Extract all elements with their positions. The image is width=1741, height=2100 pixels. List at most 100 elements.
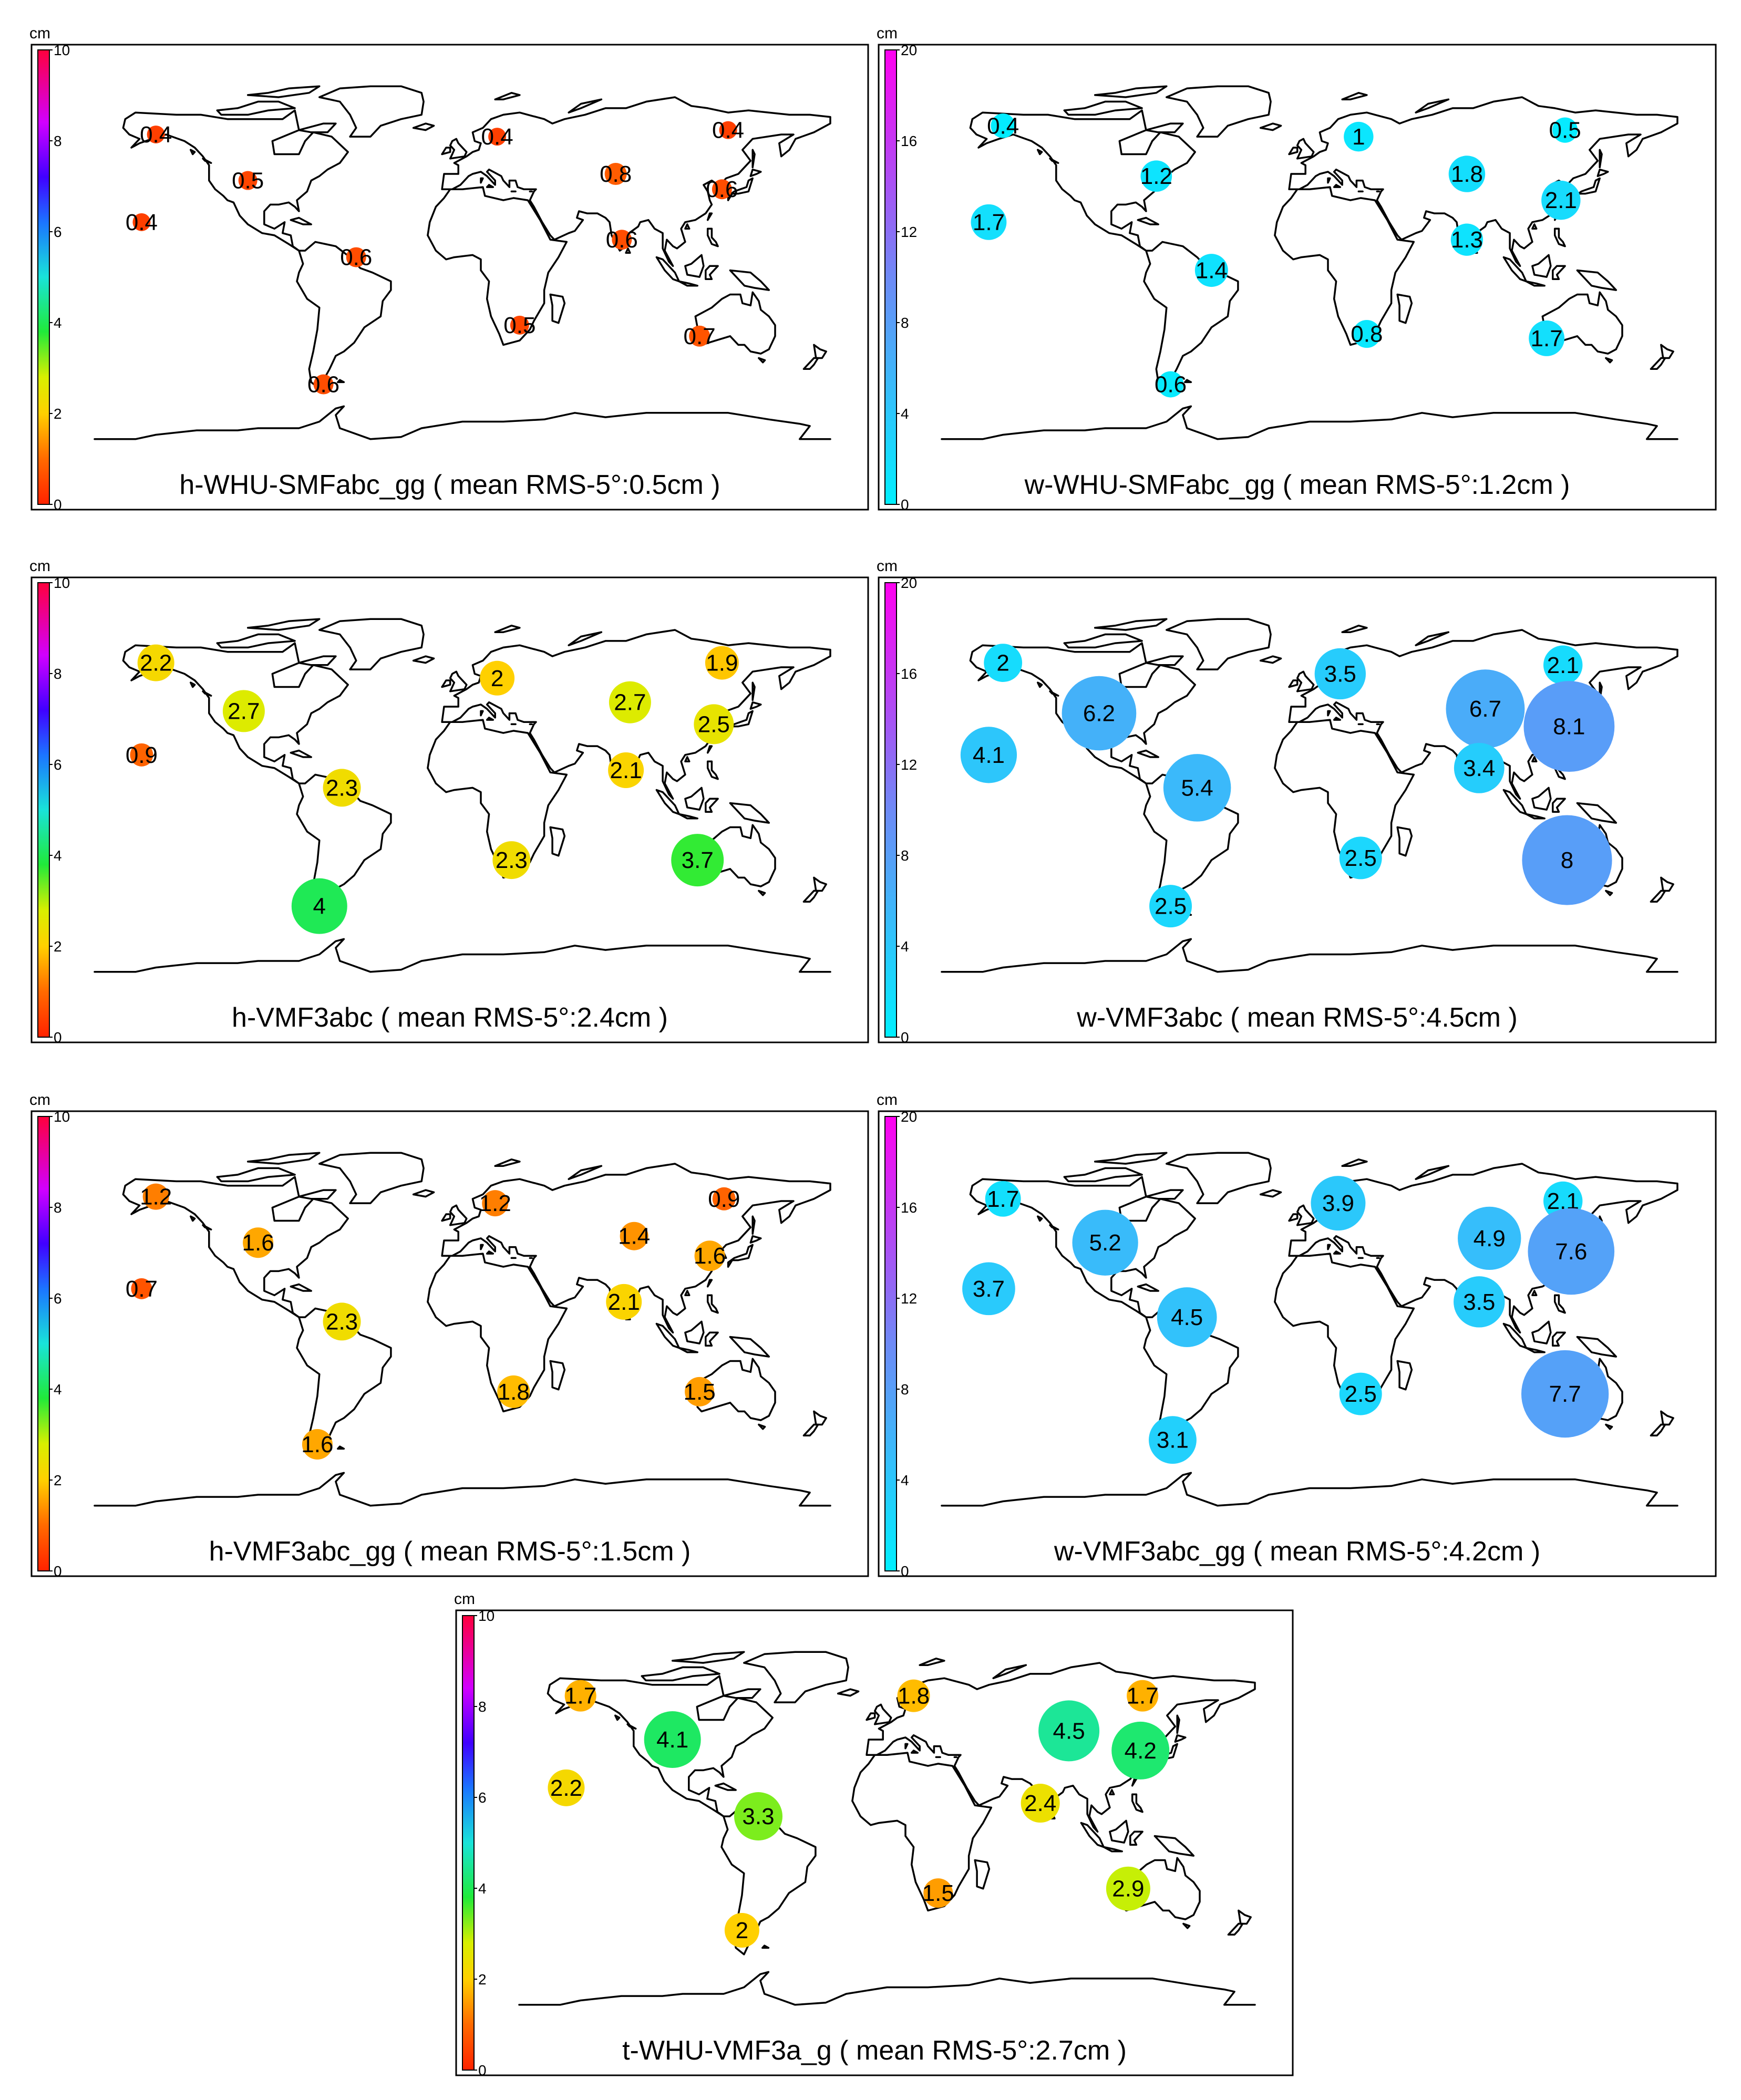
colorbar — [884, 49, 897, 505]
station-value-label: 2.1 — [1547, 653, 1579, 678]
coastline — [1288, 1213, 1299, 1222]
colorbar-unit-label: cm — [454, 1590, 475, 1608]
station-marker — [1522, 815, 1612, 905]
coastline — [298, 655, 337, 666]
coastline — [866, 1712, 876, 1721]
coastline — [1166, 618, 1272, 670]
station-marker — [243, 1227, 274, 1258]
coastline — [427, 1253, 568, 1413]
station-value-label: 0.4 — [126, 210, 158, 235]
station-marker — [497, 1375, 530, 1408]
station-marker — [1448, 156, 1486, 192]
station-marker — [132, 213, 151, 231]
coastline — [494, 91, 521, 100]
coastline — [1037, 149, 1043, 156]
coastline — [992, 1664, 1027, 1679]
station-value-label: 5.4 — [1181, 775, 1213, 801]
station-marker — [689, 325, 710, 347]
colorbar-tick-label: 4 — [478, 1880, 487, 1897]
station-marker — [694, 1240, 725, 1271]
coastline — [802, 1423, 819, 1437]
coastline — [298, 1189, 337, 1200]
coastline — [549, 1360, 566, 1391]
coastline — [568, 631, 603, 646]
coastline — [1531, 254, 1552, 278]
coastline — [1525, 280, 1546, 287]
station-marker — [142, 1183, 169, 1210]
station-marker — [137, 644, 174, 681]
station-marker — [291, 878, 347, 934]
coastline — [486, 184, 495, 188]
coastline — [1109, 1819, 1129, 1844]
colorbar-tick-label: 16 — [901, 1199, 917, 1216]
coastline — [1596, 168, 1609, 177]
station-marker — [1149, 1416, 1197, 1464]
station-marker — [1157, 1287, 1217, 1347]
coastline — [449, 1204, 468, 1226]
coastline — [1145, 655, 1184, 666]
coastline-map — [94, 1152, 831, 1507]
coastline — [427, 186, 568, 346]
colorbar-tick-label: 2 — [54, 1472, 62, 1488]
station-value-label: 1.7 — [1127, 1683, 1159, 1709]
station-marker — [606, 1284, 642, 1320]
coastline — [1145, 1189, 1184, 1200]
station-marker — [548, 1769, 585, 1806]
panel-w-vmf3abc-gg: cm 0481216201.73.75.24.53.13.94.92.17.63… — [877, 1091, 1717, 1579]
colorbar-tick-label: 2 — [478, 1971, 487, 1988]
coastline — [919, 1657, 945, 1666]
station-marker — [712, 179, 732, 200]
station-value-label: 1.6 — [301, 1432, 333, 1457]
coastline — [441, 1213, 451, 1222]
panel-frame — [455, 1609, 1294, 2076]
coastline — [1333, 184, 1342, 188]
coastline — [1238, 1909, 1252, 1925]
coastline — [1531, 787, 1552, 811]
station-value-label: 1.8 — [498, 1379, 530, 1405]
coastline — [1129, 1830, 1144, 1846]
colorbar-tick-label: 0 — [54, 1029, 62, 1046]
station-value-label: 0.5 — [1549, 118, 1581, 143]
station-marker — [923, 1878, 953, 1908]
station-marker — [609, 681, 651, 723]
colorbar-tick-label: 6 — [478, 1789, 487, 1806]
station-marker — [323, 1302, 361, 1341]
coastline — [813, 344, 827, 359]
station-marker — [1127, 1680, 1159, 1712]
coastline — [318, 1152, 425, 1204]
coastline — [290, 216, 312, 225]
colorbar-unit-label: cm — [877, 25, 898, 42]
station-marker — [1344, 121, 1374, 152]
coastline — [684, 787, 705, 811]
coastline — [1259, 655, 1282, 664]
coastline — [758, 889, 766, 896]
panel-title: w-VMF3abc ( mean RMS-5°:4.5cm ) — [1076, 1002, 1518, 1033]
colorbar-tick-label: 10 — [54, 1109, 70, 1125]
colorbar-tick-label: 6 — [54, 757, 62, 773]
station-marker — [712, 1187, 736, 1211]
station-marker — [644, 1711, 701, 1768]
coastline — [706, 745, 713, 754]
coastline — [743, 1651, 849, 1703]
coastline — [714, 1782, 737, 1791]
station-value-label: 0.6 — [307, 372, 339, 398]
coastline — [813, 876, 827, 892]
station-value-label: 2.1 — [608, 1289, 640, 1315]
coastline — [290, 749, 312, 758]
coastline — [122, 642, 349, 784]
station-value-label: 1.2 — [140, 1184, 172, 1210]
station-value-label: 0.9 — [126, 742, 158, 768]
colorbar-tick-label: 4 — [901, 1472, 909, 1488]
station-marker — [238, 171, 257, 190]
coastline — [1396, 1360, 1413, 1391]
panel-frame — [878, 576, 1717, 1043]
coastline — [678, 813, 698, 820]
coastline — [318, 618, 425, 670]
colorbar-tick-label: 4 — [54, 847, 62, 864]
station-value-label: 4.1 — [656, 1727, 688, 1753]
coastline — [684, 1290, 691, 1297]
station-marker — [985, 1181, 1021, 1217]
coastline-map — [518, 1651, 1256, 2006]
colorbar-tick-label: 20 — [901, 42, 917, 58]
